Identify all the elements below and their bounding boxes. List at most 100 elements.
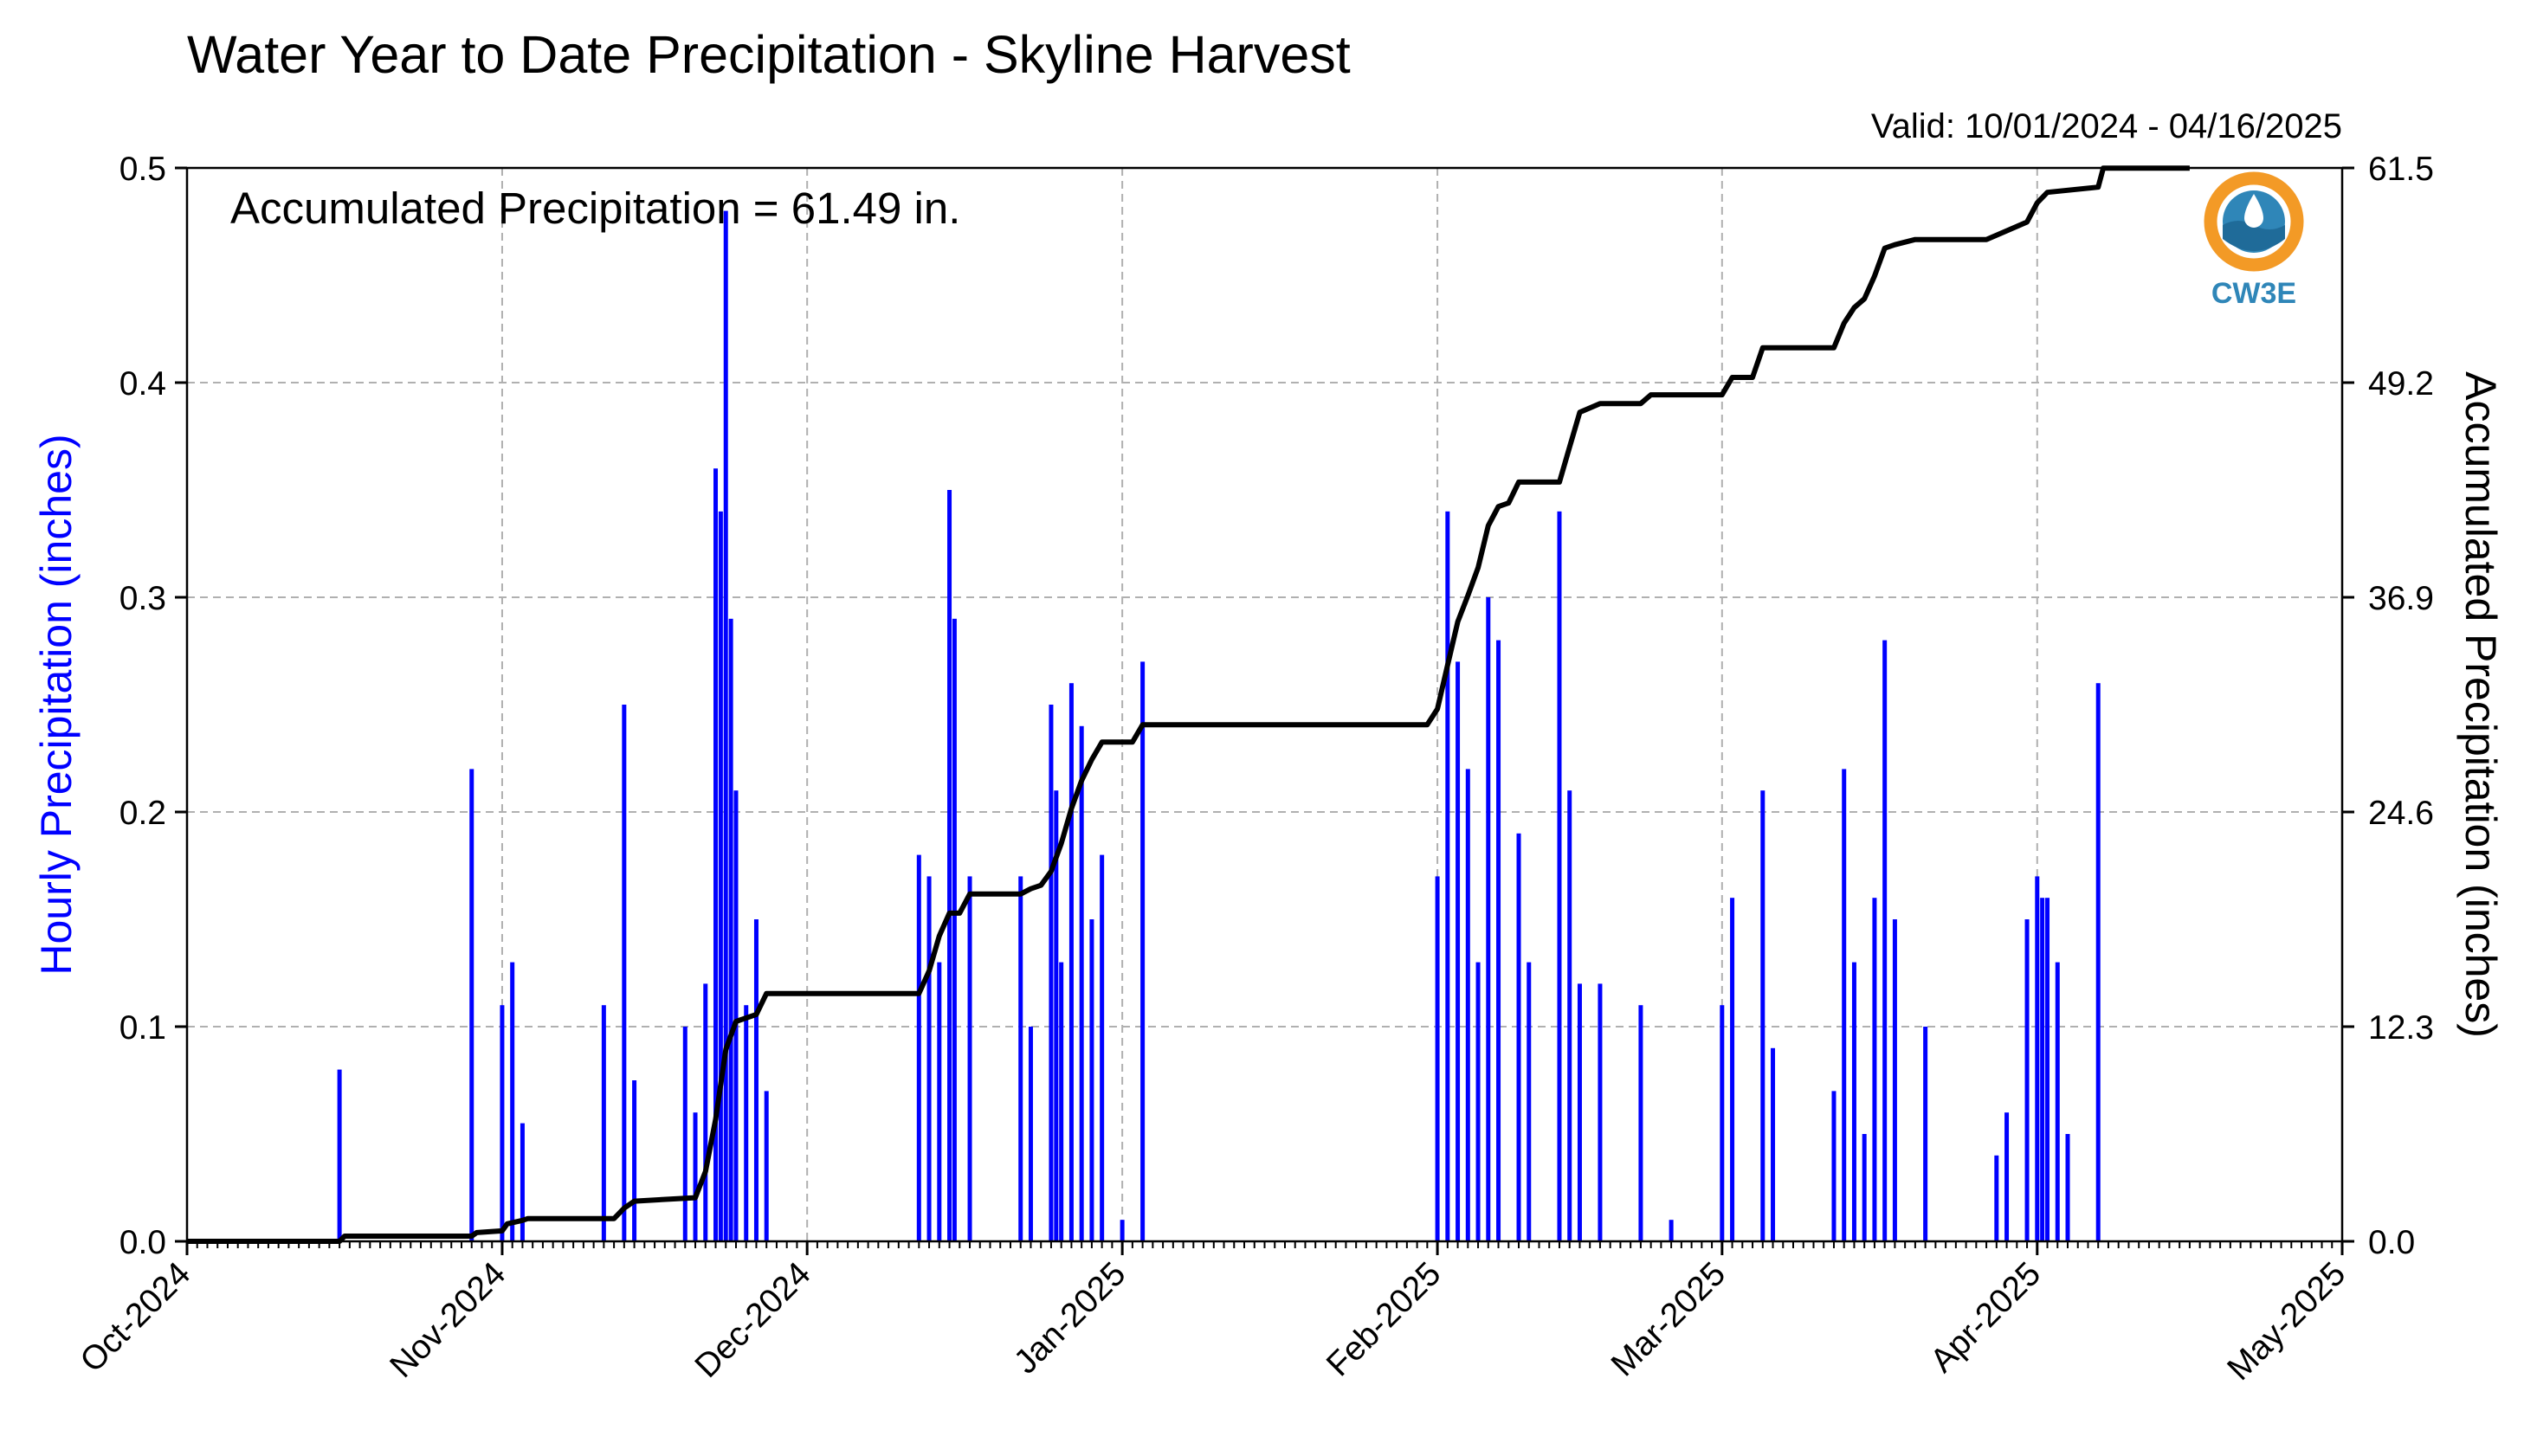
precip-bar <box>1049 705 1054 1241</box>
precip-bar <box>2004 1112 2010 1241</box>
y-left-tick-label: 0.0 <box>119 1224 166 1261</box>
precip-bar <box>469 769 474 1241</box>
precip-bar <box>952 618 957 1241</box>
precip-bar <box>1068 683 1074 1241</box>
x-tick-label: Dec-2024 <box>688 1255 818 1385</box>
precip-bar <box>1923 1027 1928 1241</box>
y-right-tick-label: 49.2 <box>2368 365 2434 403</box>
precip-bar <box>500 1005 505 1241</box>
y-left-tick-label: 0.1 <box>119 1009 166 1047</box>
y-right-tick-label: 24.6 <box>2368 795 2434 832</box>
precip-bar <box>916 854 921 1241</box>
precip-bar <box>693 1112 698 1241</box>
x-tick-label: Jan-2025 <box>1007 1255 1133 1381</box>
precip-bar <box>1059 962 1064 1241</box>
precip-bar <box>764 1091 769 1241</box>
precip-bar <box>1445 511 1450 1241</box>
accumulated-total-annotation: Accumulated Precipitation = 61.49 in. <box>230 184 960 233</box>
precip-bar <box>601 1005 606 1241</box>
precip-bar <box>2024 919 2030 1241</box>
precip-bar <box>723 210 728 1242</box>
precip-bar <box>947 490 952 1241</box>
x-tick-label: Mar-2025 <box>1604 1255 1733 1383</box>
precip-bar <box>682 1027 687 1241</box>
precip-bar <box>1028 1027 1033 1241</box>
precip-bar <box>1771 1047 1776 1241</box>
right-y-axis: 0.0 12.3 24.6 36.9 49.2 61.5 <box>2342 151 2434 1261</box>
precip-bar <box>1567 790 1572 1241</box>
precip-bar <box>937 962 942 1241</box>
precip-bar <box>622 705 627 1241</box>
x-tick-label: Oct-2024 <box>74 1255 198 1380</box>
cw3e-logo-icon: CW3E <box>2204 171 2304 310</box>
accumulated-precipitation-line <box>187 165 2190 1244</box>
precip-bar <box>753 919 758 1241</box>
precip-bar <box>1831 1091 1837 1241</box>
precip-bar <box>1435 876 1440 1241</box>
precip-bar <box>926 876 932 1241</box>
precip-bar <box>1872 898 1877 1241</box>
precip-bar <box>1730 898 1735 1241</box>
precip-bar <box>1054 790 1059 1241</box>
hourly-precipitation-bars <box>337 210 2101 1242</box>
precip-bar <box>1557 511 1562 1241</box>
valid-date-range: Valid: 10/01/2024 - 04/16/2025 <box>1871 107 2342 145</box>
precip-bar <box>728 618 733 1241</box>
precip-bar <box>2065 1134 2070 1241</box>
precip-bar <box>1496 640 1501 1241</box>
precip-bar <box>1120 1220 1125 1241</box>
y-left-tick-label: 0.4 <box>119 365 166 403</box>
precip-bar <box>718 511 723 1241</box>
precip-bar <box>1527 962 1532 1241</box>
x-tick-label: May-2025 <box>2220 1255 2353 1388</box>
y-right-tick-label: 36.9 <box>2368 580 2434 617</box>
precip-bar <box>1018 876 1023 1241</box>
precip-bar <box>1669 1220 1674 1241</box>
precip-bar <box>337 1069 342 1241</box>
y-left-tick-label: 0.3 <box>119 580 166 617</box>
plot-area <box>187 168 2342 1241</box>
left-y-axis: 0.0 0.1 0.2 0.3 0.4 0.5 <box>119 151 187 1261</box>
precip-bar <box>713 468 719 1241</box>
x-tick-label: Nov-2024 <box>383 1255 513 1385</box>
precip-bar <box>1140 661 1146 1241</box>
precip-bar <box>1720 1005 1725 1241</box>
y-right-tick-label: 12.3 <box>2368 1009 2434 1047</box>
precip-bar <box>1598 983 1603 1241</box>
precip-bar <box>520 1123 525 1241</box>
precip-bar <box>510 962 515 1241</box>
precip-bar <box>1089 919 1094 1241</box>
precip-bar <box>1892 919 1897 1241</box>
precip-bar <box>1475 962 1481 1241</box>
x-tick-label: Feb-2025 <box>1320 1255 1448 1383</box>
precip-bar <box>1100 854 1105 1241</box>
precip-bar <box>2035 876 2040 1241</box>
precip-bar <box>2095 683 2101 1241</box>
precip-bar <box>1638 1005 1643 1241</box>
precip-bar <box>1079 725 1084 1241</box>
precip-bar <box>703 983 708 1241</box>
y-right-tick-label: 0.0 <box>2368 1224 2415 1261</box>
x-axis: Oct-2024 Nov-2024 Dec-2024 Jan-2025 Feb-2025… <box>74 1241 2353 1388</box>
precip-bar <box>733 790 739 1241</box>
precip-bar <box>744 1005 749 1241</box>
precip-bar <box>1577 983 1582 1241</box>
y-left-tick-label: 0.2 <box>119 795 166 832</box>
left-axis-label: Hourly Precipitation (inches) <box>32 434 81 975</box>
x-tick-label: Apr-2025 <box>1923 1255 2048 1380</box>
precip-bar <box>2055 962 2060 1241</box>
precip-bar <box>1842 769 1847 1241</box>
precip-bar <box>1486 597 1491 1241</box>
right-axis-label: Accumulated Precipitation (inches) <box>2456 371 2505 1038</box>
precip-bar <box>1882 640 1888 1241</box>
precip-bar <box>1862 1134 1867 1241</box>
logo-text: CW3E <box>2211 277 2296 310</box>
precip-bar <box>632 1080 637 1241</box>
precip-bar <box>2040 898 2045 1241</box>
y-right-tick-label: 61.5 <box>2368 151 2434 188</box>
precip-bar <box>1516 833 1521 1241</box>
precip-bar <box>1465 769 1470 1241</box>
precip-bar <box>967 876 972 1241</box>
precip-bar <box>2045 898 2050 1241</box>
